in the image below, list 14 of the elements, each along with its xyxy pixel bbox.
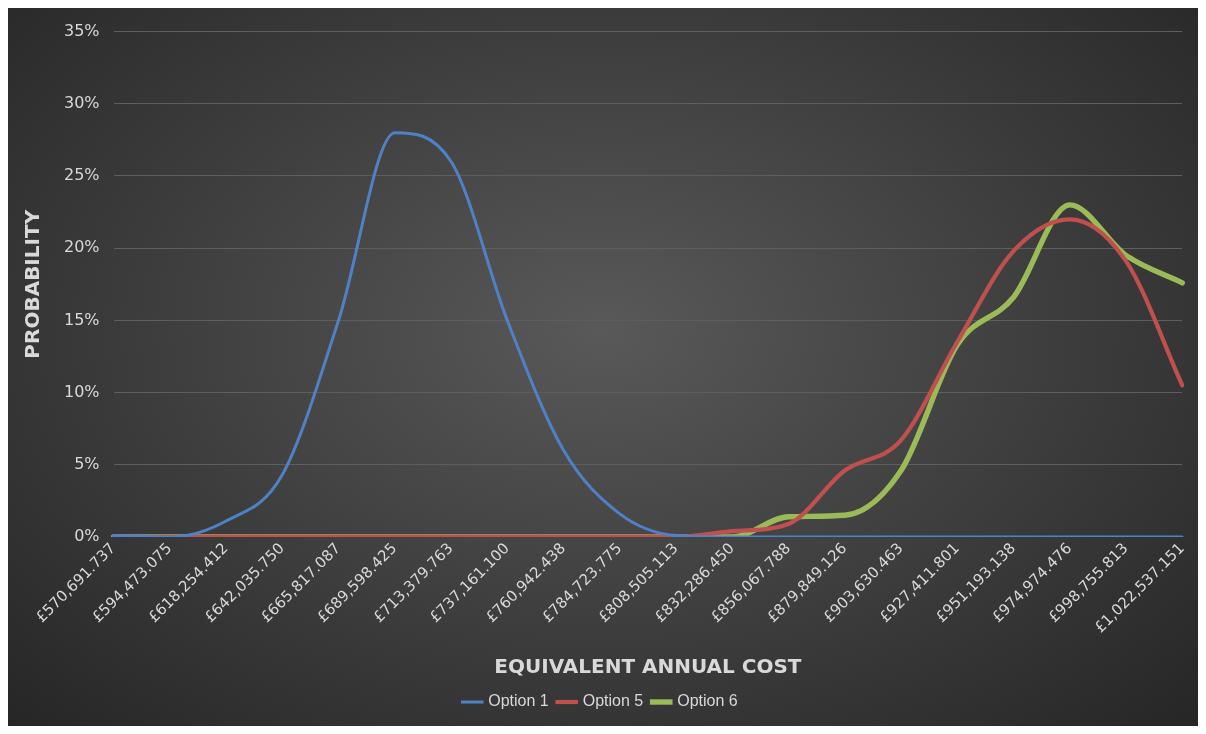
x-axis-title: EQUIVALENT ANNUAL COST	[494, 654, 802, 679]
y-tick-label: 15%	[64, 309, 100, 329]
y-tick-label: 0%	[74, 526, 100, 546]
legend-label: Option 5	[582, 692, 644, 710]
y-tick-label: 5%	[74, 453, 100, 473]
y-axis-title: PROBABILITY	[20, 209, 45, 359]
y-tick-label: 35%	[64, 20, 100, 40]
y-tick-label: 25%	[64, 165, 100, 185]
y-tick-label: 20%	[64, 237, 100, 257]
legend-label: Option 1	[488, 692, 549, 710]
legend-label: Option 6	[677, 692, 738, 710]
y-tick-label: 10%	[64, 381, 100, 401]
y-tick-label: 30%	[64, 92, 100, 112]
line-series	[112, 131, 1184, 537]
